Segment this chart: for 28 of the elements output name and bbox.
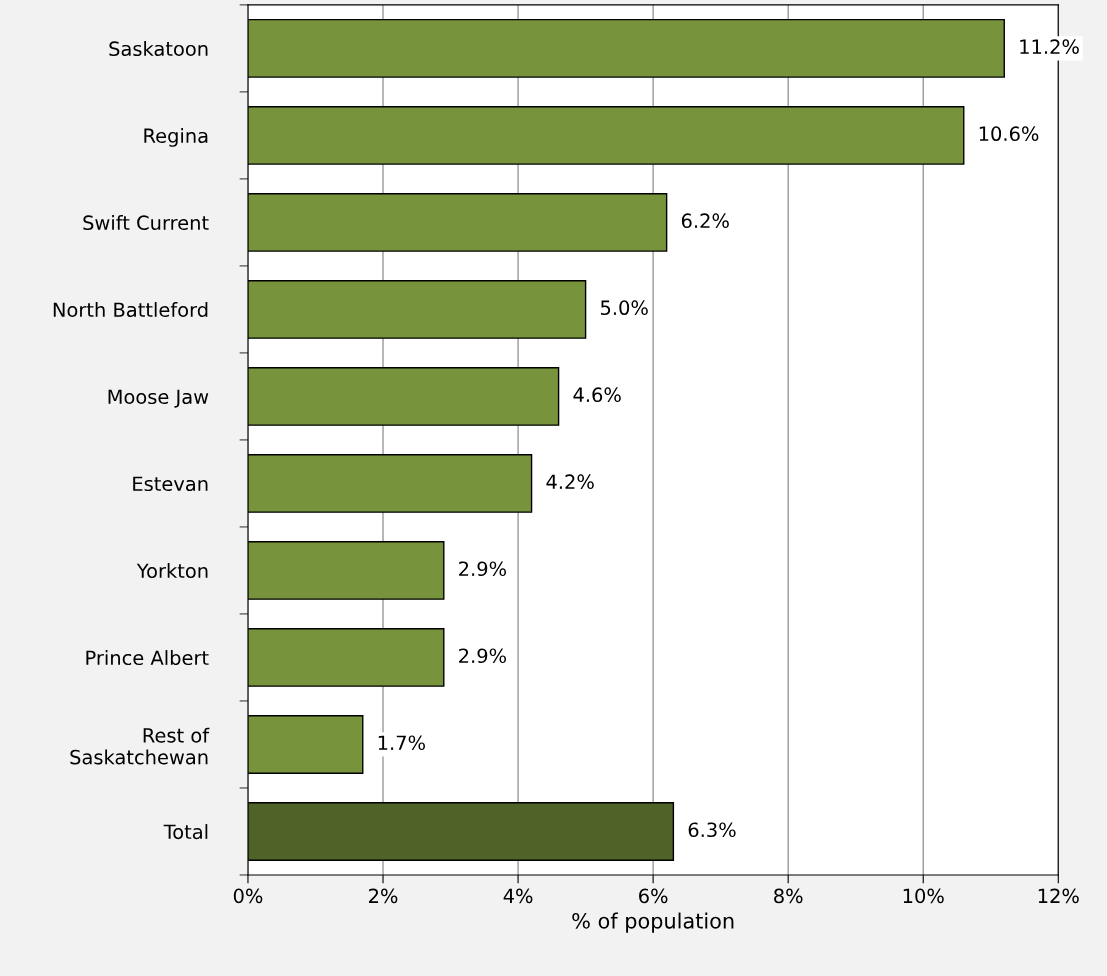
data-label: 6.3%: [688, 822, 736, 838]
y-tick-label: Saskatoon: [109, 41, 208, 57]
x-tick-label: 6%: [639, 888, 668, 904]
y-tick-label: Swift Current: [83, 215, 209, 231]
y-tick-label: Regina: [144, 128, 208, 147]
data-label: 1.7%: [378, 735, 425, 751]
x-tick-label: 8%: [774, 888, 803, 904]
data-label: 5.0%: [600, 300, 648, 316]
x-axis-title: % of population: [572, 912, 734, 933]
data-label: 4.2%: [546, 474, 594, 490]
x-tick-label: 12%: [1038, 888, 1079, 904]
x-tick-label: 0%: [233, 888, 263, 904]
y-tick-label: Total: [163, 824, 208, 840]
y-tick-label: Estevan: [133, 476, 208, 492]
data-label: 4.6%: [573, 387, 621, 403]
y-tick-label: Rest of Saskatchewan: [70, 727, 210, 765]
x-tick-label: 4%: [503, 888, 533, 904]
data-label: 11.2%: [1020, 39, 1079, 55]
x-tick-label: 2%: [369, 888, 398, 904]
data-label: 2.9%: [459, 561, 507, 577]
y-tick-label: Prince Albert: [86, 650, 209, 666]
data-label: 2.9%: [459, 648, 507, 664]
y-tick-label: Yorkton: [136, 563, 208, 579]
data-label: 10.6%: [979, 126, 1039, 142]
data-label: 6.2%: [681, 213, 729, 229]
y-tick-label: Moose Jaw: [108, 389, 209, 408]
x-tick-label: 10%: [903, 888, 944, 904]
y-tick-label: North Battleford: [53, 302, 208, 318]
